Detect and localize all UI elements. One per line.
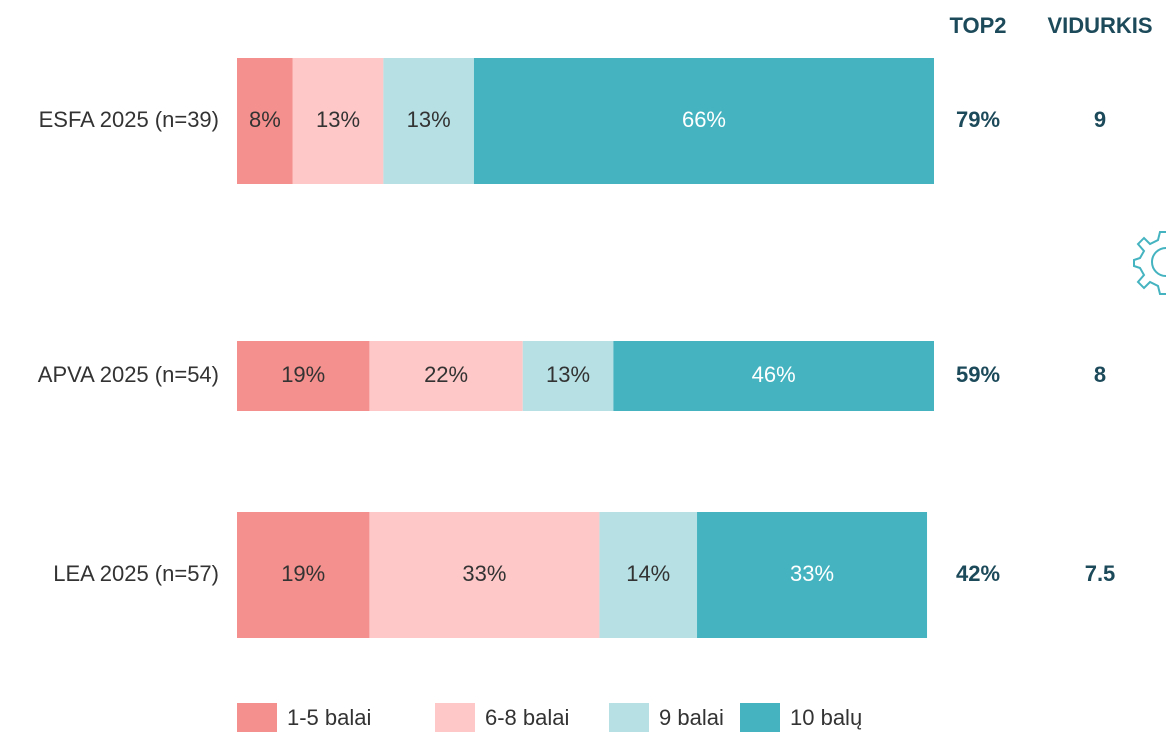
- legend-swatch: [237, 703, 277, 732]
- bar-segment: [613, 341, 934, 411]
- category-label: ESFA 2025 (n=39): [39, 107, 219, 132]
- gear-icon: [1133, 231, 1166, 295]
- bar-segment: [369, 341, 523, 411]
- value-label: 13%: [546, 362, 590, 387]
- legend-label: 1-5 balai: [287, 705, 371, 730]
- legend-label: 9 balai: [659, 705, 724, 730]
- legend-swatch: [609, 703, 649, 732]
- value-label: 13%: [316, 107, 360, 132]
- bar-segment: [473, 58, 934, 184]
- bar-segment: [522, 341, 614, 411]
- bar-segment: [599, 512, 698, 638]
- column-value: 79%: [956, 107, 1000, 132]
- bar-segment: [237, 512, 370, 638]
- legend-swatch: [435, 703, 475, 732]
- value-label: 66%: [682, 107, 726, 132]
- column-value: 9: [1094, 107, 1106, 132]
- legend-label: 10 balų: [790, 705, 862, 730]
- bar-segment: [292, 58, 384, 184]
- bar-segment: [237, 58, 293, 184]
- column-value: 59%: [956, 362, 1000, 387]
- value-label: 33%: [462, 561, 506, 586]
- legend-swatch: [740, 703, 780, 732]
- column-value: 42%: [956, 561, 1000, 586]
- column-header: TOP2: [949, 13, 1006, 38]
- value-label: 22%: [424, 362, 468, 387]
- category-label: LEA 2025 (n=57): [53, 561, 219, 586]
- legend-label: 6-8 balai: [485, 705, 569, 730]
- value-label: 19%: [281, 362, 325, 387]
- bar-segment: [237, 341, 370, 411]
- value-label: 46%: [752, 362, 796, 387]
- value-label: 33%: [790, 561, 834, 586]
- value-label: 14%: [626, 561, 670, 586]
- bar-segment: [369, 512, 600, 638]
- value-label: 19%: [281, 561, 325, 586]
- value-label: 13%: [407, 107, 451, 132]
- column-value: 8: [1094, 362, 1106, 387]
- value-label: 8%: [249, 107, 281, 132]
- column-value: 7.5: [1085, 561, 1116, 586]
- bar-segment: [383, 58, 474, 184]
- category-label: APVA 2025 (n=54): [38, 362, 219, 387]
- column-header: VIDURKIS: [1047, 13, 1152, 38]
- bar-segment: [697, 512, 928, 638]
